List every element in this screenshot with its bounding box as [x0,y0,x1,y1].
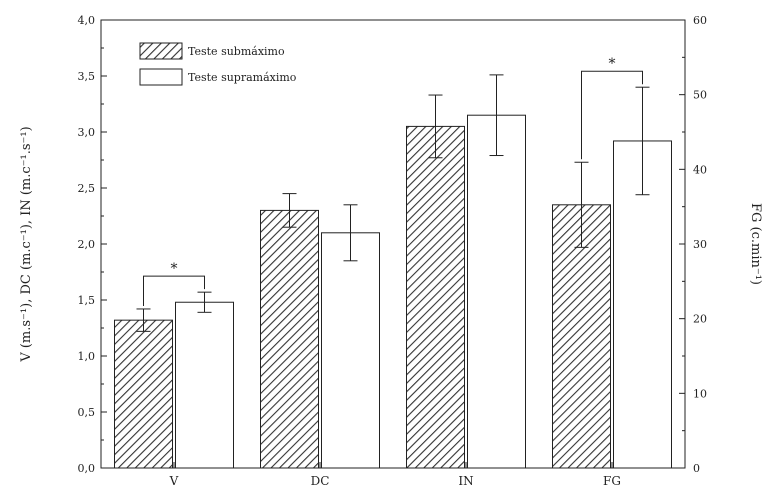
bar-in-submaximo [406,125,465,469]
y-right-tick-label: 30 [693,238,707,251]
y-left-tick-label: 4,0 [78,14,96,27]
bar-v-supramaximo [175,301,234,469]
significance-bracket [581,70,643,160]
y-left-tick-label: 0,0 [78,462,96,475]
x-tick-label: IN [458,474,473,488]
y-left-tick-label: 2,5 [78,182,96,195]
y-right-tick-label: 20 [693,313,707,326]
legend-label: Teste submáximo [188,45,285,58]
x-tick-label: FG [603,474,621,488]
y-right-tick-label: 60 [693,14,707,27]
bar-dc-submaximo [260,209,319,469]
y-right-tick-label: 50 [693,89,707,102]
bar-in-supramaximo [467,114,526,469]
y-left-tick-label: 3,0 [78,126,96,139]
x-tick-label: V [169,474,179,488]
legend-label: Teste supramáximo [188,71,297,84]
y-right-axis-title: FG (c.min⁻¹) [748,203,763,285]
y-left-tick-label: 3,5 [78,70,96,83]
y-right-tick-label: 0 [693,462,700,475]
significance-marker: * [171,261,178,277]
y-left-axis-title: V (m.s⁻¹), DC (m.c⁻¹), IN (m.c⁻¹.s⁻¹) [19,126,34,362]
x-tick-label: DC [311,474,330,488]
y-left-tick-label: 0,5 [78,406,96,419]
legend-swatch [139,68,183,86]
legend-swatch [139,42,183,60]
y-left-tick-label: 2,0 [78,238,96,251]
bar-v-submaximo [114,319,173,469]
y-left-tick-label: 1,5 [78,294,96,307]
bar-fg-supramaximo [613,140,672,469]
y-right-tick-label: 10 [693,387,707,400]
y-right-tick-label: 40 [693,163,707,176]
y-left-tick-label: 1,0 [78,350,96,363]
significance-bracket [143,275,205,306]
bar-dc-supramaximo [321,232,380,469]
significance-marker: * [609,56,616,72]
